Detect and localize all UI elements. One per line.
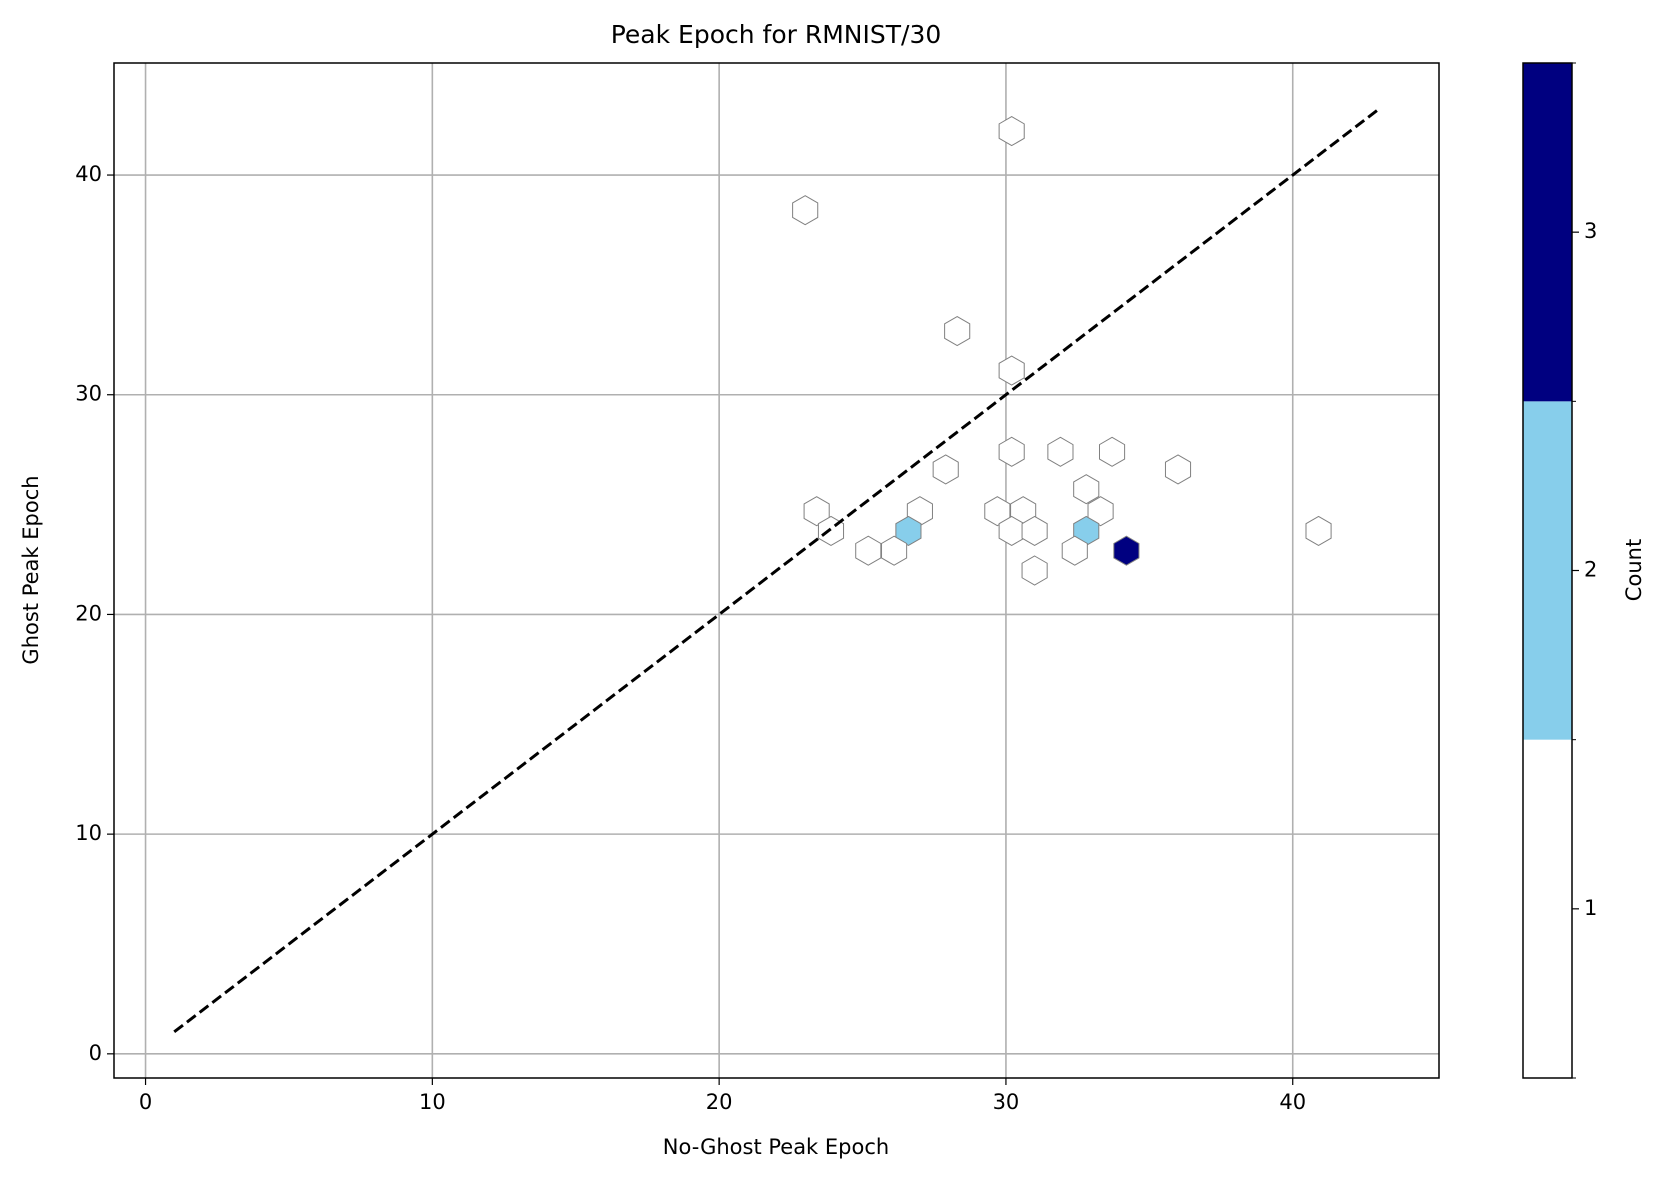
hexbin <box>998 436 1025 467</box>
y-tick-label: 10 <box>75 821 102 845</box>
colorbar-label: Count <box>1622 539 1646 601</box>
y-tick-label: 20 <box>75 601 102 625</box>
x-tick-label: 20 <box>706 1090 733 1114</box>
hexbin <box>944 315 971 347</box>
plot-frame <box>113 62 1440 1079</box>
hexbin <box>1098 436 1126 467</box>
hexbin <box>1047 436 1074 467</box>
y-tick-label: 0 <box>89 1041 102 1065</box>
colorbar-frame <box>1522 62 1573 1079</box>
hexbin <box>1021 515 1048 547</box>
x-tick-label: 40 <box>1279 1090 1306 1114</box>
colorbar-segment <box>1523 401 1572 740</box>
hexbin <box>1305 515 1332 547</box>
hexbin <box>803 496 830 527</box>
y-tick-label: 30 <box>75 382 102 406</box>
hexbin <box>881 535 908 566</box>
colorbar-segment <box>1523 739 1572 1078</box>
hexbin <box>932 454 959 485</box>
hexbin <box>1164 454 1192 485</box>
hexbin <box>895 515 922 547</box>
chart-title: Peak Epoch for RMNIST/30 <box>611 20 942 49</box>
x-tick-label: 0 <box>139 1090 152 1114</box>
hexbin <box>1073 474 1100 505</box>
colorbar-tick-label: 1 <box>1584 896 1597 920</box>
hexbin <box>984 496 1011 527</box>
hexbin <box>998 116 1025 147</box>
hexbin <box>1061 535 1088 566</box>
x-tick-label: 10 <box>419 1090 446 1114</box>
colorbar-tick-label: 3 <box>1584 219 1597 243</box>
reference-line <box>173 107 1380 1034</box>
hexbin <box>1113 535 1140 566</box>
y-axis-label: Ghost Peak Epoch <box>19 475 43 664</box>
x-axis-label: No-Ghost Peak Epoch <box>663 1135 889 1159</box>
y-tick-label: 40 <box>75 162 102 186</box>
x-tick-label: 30 <box>993 1090 1020 1114</box>
hexbin <box>998 355 1025 386</box>
colorbar-tick-label: 2 <box>1584 558 1597 582</box>
hexbin <box>1087 496 1114 527</box>
hexbin <box>1021 555 1048 586</box>
hexbin <box>792 195 819 226</box>
colorbar-segment <box>1523 63 1572 402</box>
hexbin <box>855 535 882 566</box>
